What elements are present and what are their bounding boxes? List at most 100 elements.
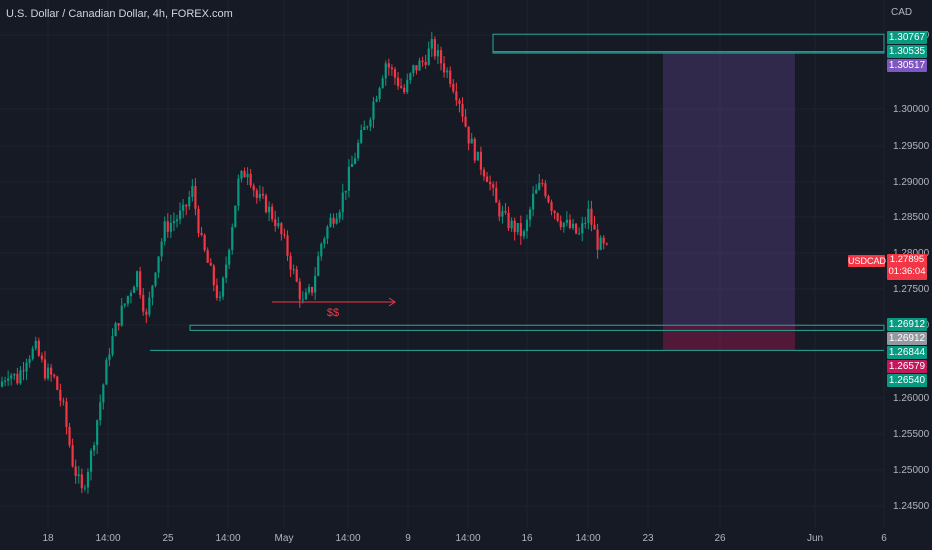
candle-body <box>108 354 111 360</box>
candle-body <box>357 142 360 159</box>
last-price: 1.27895 <box>889 254 925 265</box>
candle-body <box>31 348 34 360</box>
candle-body <box>412 65 415 74</box>
x-tick-label: May <box>275 533 294 544</box>
candle-body <box>283 234 286 236</box>
candle-body <box>148 297 151 315</box>
candle-body <box>449 70 452 84</box>
candle-body <box>547 196 550 203</box>
candle-body <box>252 185 255 191</box>
candle-body <box>114 323 117 337</box>
candle-body <box>172 221 176 223</box>
x-tick-label: Jun <box>807 533 823 544</box>
loss-zone <box>663 325 795 351</box>
candle-body <box>590 208 593 225</box>
candle-body <box>175 219 179 222</box>
y-tick-label: 1.30000 <box>893 104 930 115</box>
candle-body <box>83 487 86 489</box>
candle-body <box>578 233 581 235</box>
candle-body <box>271 206 274 220</box>
candle-body <box>519 223 522 237</box>
candle-body <box>3 380 7 382</box>
candle-body <box>565 219 568 223</box>
candle-body <box>387 63 390 68</box>
candle-body <box>363 126 366 130</box>
candle-body <box>393 69 397 78</box>
candle-body <box>19 370 22 384</box>
candle-body <box>535 189 538 194</box>
candle-body <box>458 100 461 104</box>
candle-body <box>10 375 13 379</box>
candle-body <box>231 227 234 251</box>
candle-body <box>169 222 172 232</box>
candle-body <box>228 250 231 265</box>
candle-body <box>191 186 194 197</box>
candle-body <box>559 220 562 228</box>
candle-body <box>218 296 222 298</box>
x-tick-label: 14:00 <box>215 533 240 544</box>
candle-body <box>489 181 492 185</box>
candle-body <box>74 466 77 476</box>
candle-body <box>476 151 479 161</box>
candle-body <box>117 323 120 326</box>
candle-body <box>378 87 381 99</box>
candle-body <box>353 158 357 164</box>
candle-body <box>390 67 393 70</box>
candle-body <box>99 402 102 421</box>
candle-body <box>298 281 301 300</box>
candle-body <box>267 206 271 213</box>
candle-body <box>439 50 443 64</box>
candle-body <box>574 223 578 234</box>
candle-body <box>129 292 133 297</box>
candle-body <box>209 262 212 266</box>
candle-body <box>452 83 455 92</box>
chart-title: U.S. Dollar / Canadian Dollar, 4h, FOREX… <box>6 8 233 20</box>
candle-body <box>301 299 304 301</box>
candle-body <box>43 359 47 379</box>
candle-body <box>455 91 458 101</box>
candle-body <box>182 204 185 211</box>
candle-body <box>120 305 123 326</box>
candle-body <box>403 87 406 93</box>
candle-body <box>7 378 10 381</box>
x-tick-label: 18 <box>42 533 54 544</box>
candle-body <box>335 218 338 224</box>
candle-body <box>510 220 513 229</box>
candle-body <box>360 129 363 143</box>
candle-body <box>587 208 590 223</box>
candles <box>0 31 608 494</box>
price-tag: 1.26912 <box>887 318 927 331</box>
candle-body <box>568 219 572 228</box>
candle-body <box>255 190 258 198</box>
candle-body <box>93 445 96 451</box>
candle-body <box>194 186 197 209</box>
x-tick-label: 25 <box>162 533 174 544</box>
candle-body <box>532 193 535 210</box>
candle-body <box>550 202 553 211</box>
candle-body <box>504 211 507 213</box>
profit-zone <box>663 53 795 326</box>
candle-body <box>366 126 369 128</box>
candle-body <box>338 212 341 219</box>
candle-body <box>304 292 308 300</box>
candle-body <box>203 234 206 251</box>
candle-body <box>225 264 228 278</box>
candle-body <box>541 182 544 184</box>
candle-body <box>86 471 90 488</box>
candle-body <box>599 237 602 250</box>
candle-body <box>369 119 372 127</box>
candle-body <box>525 219 529 232</box>
candle-body <box>249 173 252 186</box>
candle-body <box>243 171 246 178</box>
candle-body <box>317 256 320 276</box>
candle-body <box>123 303 126 306</box>
candle-body <box>56 376 59 390</box>
candle-body <box>289 255 292 270</box>
price-tag: 1.30517 <box>887 59 927 72</box>
candle-body <box>571 223 575 228</box>
candle-body <box>286 235 289 256</box>
ticker-symbol: USDCAD <box>848 255 887 267</box>
candle-body <box>105 359 108 385</box>
candle-body <box>157 256 160 273</box>
